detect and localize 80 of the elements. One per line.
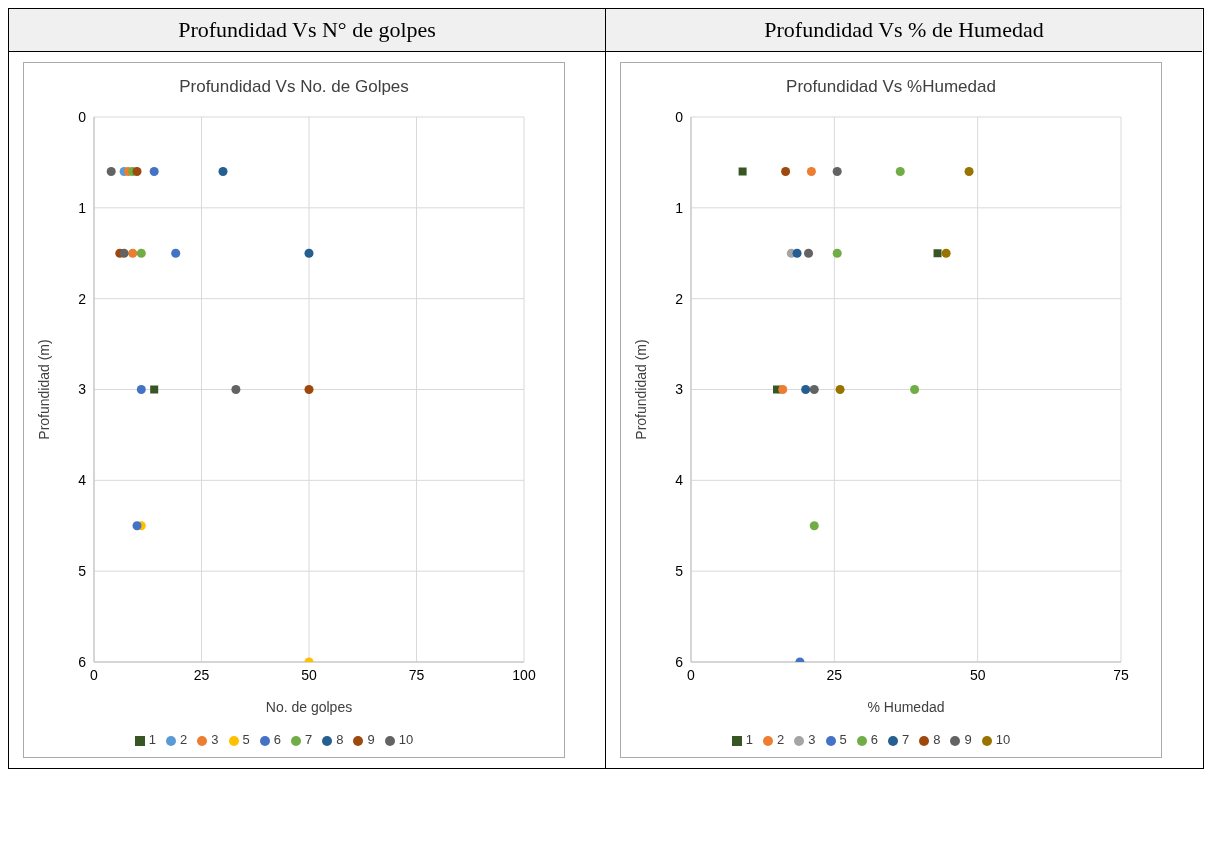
point bbox=[809, 521, 819, 531]
point bbox=[781, 166, 791, 177]
legend-label: 6 bbox=[273, 732, 281, 747]
y-tick-label: 2 bbox=[78, 290, 87, 307]
point bbox=[106, 166, 116, 177]
point bbox=[832, 166, 842, 177]
point bbox=[910, 384, 920, 395]
point bbox=[832, 248, 842, 258]
legend-label: 9 bbox=[367, 732, 375, 747]
point bbox=[304, 248, 314, 258]
point bbox=[171, 248, 181, 258]
x-tick-label: 75 bbox=[408, 666, 425, 683]
legend-label: 5 bbox=[839, 732, 847, 747]
x-tick-label: 25 bbox=[826, 666, 843, 683]
legend-label: 9 bbox=[964, 732, 972, 747]
point bbox=[933, 249, 942, 258]
point bbox=[895, 166, 905, 177]
legend-label: 8 bbox=[933, 732, 941, 747]
legend-label: 5 bbox=[242, 732, 250, 747]
y-tick-label: 6 bbox=[78, 653, 87, 670]
chart-subtitle: Profundidad Vs % de Humedad bbox=[606, 9, 1202, 52]
y-tick-label: 1 bbox=[675, 199, 684, 216]
y-tick-label: 0 bbox=[675, 108, 684, 125]
legend-label: 7 bbox=[902, 732, 910, 747]
legend-label: 10 bbox=[398, 732, 414, 747]
x-tick-label: 50 bbox=[969, 666, 986, 683]
y-axis-title: Profundidad (m) bbox=[35, 339, 52, 440]
point bbox=[738, 167, 747, 176]
point bbox=[136, 248, 146, 258]
legend-label: 2 bbox=[180, 732, 188, 747]
point bbox=[231, 384, 241, 395]
legend-label: 6 bbox=[870, 732, 878, 747]
point bbox=[132, 521, 142, 531]
legend-label: 8 bbox=[336, 732, 344, 747]
point bbox=[835, 384, 845, 395]
legend-label: 3 bbox=[808, 732, 816, 747]
y-tick-label: 2 bbox=[675, 290, 684, 307]
point bbox=[964, 166, 974, 177]
y-tick-label: 3 bbox=[675, 381, 684, 398]
y-tick-label: 4 bbox=[78, 472, 87, 489]
x-axis-title: % Humedad bbox=[867, 699, 945, 715]
point bbox=[804, 248, 814, 258]
point bbox=[809, 384, 819, 395]
point bbox=[218, 166, 228, 177]
legend-label: 3 bbox=[211, 732, 219, 747]
y-tick-label: 4 bbox=[675, 472, 684, 489]
legend-label: 10 bbox=[995, 732, 1011, 747]
legend-label: 2 bbox=[777, 732, 785, 747]
x-tick-label: 75 bbox=[1113, 666, 1129, 683]
y-axis-title: Profundidad (m) bbox=[632, 339, 649, 440]
point bbox=[792, 248, 802, 258]
chart-title: Profundidad Vs No. de Golpes bbox=[178, 77, 410, 97]
y-tick-label: 0 bbox=[78, 108, 87, 125]
point bbox=[304, 384, 314, 395]
y-tick-label: 6 bbox=[675, 653, 684, 670]
y-tick-label: 5 bbox=[675, 563, 684, 580]
point bbox=[149, 166, 159, 177]
y-tick-label: 1 bbox=[78, 199, 87, 216]
point bbox=[801, 384, 811, 395]
x-tick-label: 0 bbox=[687, 666, 696, 683]
point bbox=[119, 248, 129, 258]
point bbox=[136, 384, 146, 395]
x-tick-label: 25 bbox=[193, 666, 210, 683]
legend-label: 7 bbox=[305, 732, 313, 747]
point bbox=[132, 166, 142, 177]
point bbox=[806, 166, 816, 177]
legend-label: 1 bbox=[148, 732, 157, 747]
x-axis-title: No. de golpes bbox=[265, 699, 353, 715]
y-tick-label: 3 bbox=[78, 381, 87, 398]
y-tick-label: 5 bbox=[78, 563, 87, 580]
legend-label: 1 bbox=[745, 732, 754, 747]
x-tick-label: 0 bbox=[90, 666, 99, 683]
point bbox=[128, 248, 138, 258]
x-tick-label: 50 bbox=[301, 666, 317, 683]
point bbox=[941, 248, 951, 258]
chart-title: Profundidad Vs %Humedad bbox=[785, 77, 997, 97]
point bbox=[778, 384, 788, 395]
point bbox=[150, 385, 159, 394]
chart-subtitle: Profundidad Vs N° de golpes bbox=[9, 9, 605, 52]
x-tick-label: 100 bbox=[512, 666, 536, 683]
